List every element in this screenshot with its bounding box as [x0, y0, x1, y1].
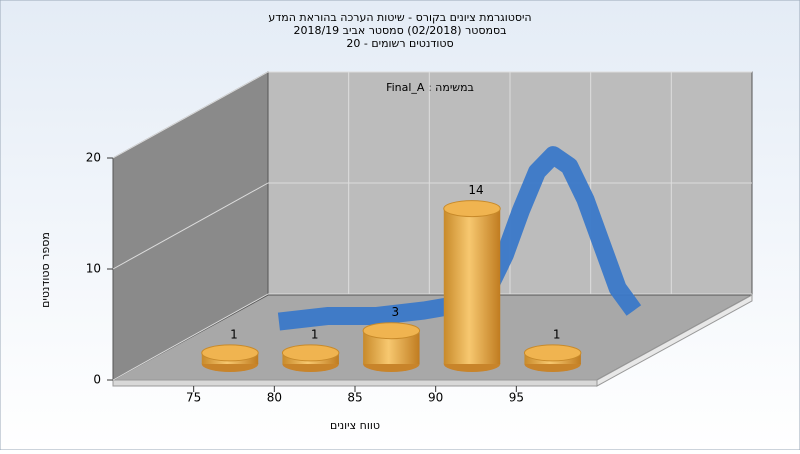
chart-title: היסטוגרמת ציונים בקורס - שיטות הערכה בהו… [268, 11, 531, 24]
bar [362, 322, 421, 372]
floor-edge [112, 379, 598, 387]
bar-part [362, 322, 421, 340]
grid-line [112, 293, 269, 381]
bar-part [281, 344, 340, 362]
chart-title: בסמסטר (02/2018) סמסטר אביב 2018/19 [293, 24, 506, 37]
value-label: 14 [468, 183, 483, 197]
y-tick-label: 10 [86, 262, 101, 276]
bar [523, 344, 582, 372]
grid-line [112, 182, 269, 270]
x-axis-label: טווח ציונים [330, 419, 380, 432]
y-tick-label: 20 [86, 151, 101, 165]
x-tick-label: 95 [509, 391, 524, 405]
x-tick-label: 80 [267, 391, 282, 405]
bar-part [201, 344, 259, 362]
value-label: 1 [553, 327, 561, 341]
x-tick-label: 90 [428, 391, 443, 405]
bar-part [443, 200, 501, 218]
x-tick-label: 85 [347, 391, 362, 405]
annotation: Final_A : במשימה [386, 81, 474, 94]
bar-part [443, 208, 501, 364]
y-tick-label: 0 [93, 373, 101, 387]
value-label: 1 [311, 327, 319, 341]
bar-part [523, 344, 582, 362]
y-axis-label: מספר סטודנטים [39, 232, 52, 308]
fit-curve [277, 146, 642, 331]
grid-line [112, 71, 269, 159]
bar [443, 200, 501, 372]
floor-edge [596, 294, 753, 387]
value-label: 1 [230, 327, 238, 341]
x-tick-label: 75 [186, 391, 201, 405]
chart-title: סטודנטים רשומים - 20 [346, 37, 453, 50]
bar [281, 344, 340, 372]
bar [201, 344, 259, 372]
value-label: 3 [392, 305, 400, 319]
